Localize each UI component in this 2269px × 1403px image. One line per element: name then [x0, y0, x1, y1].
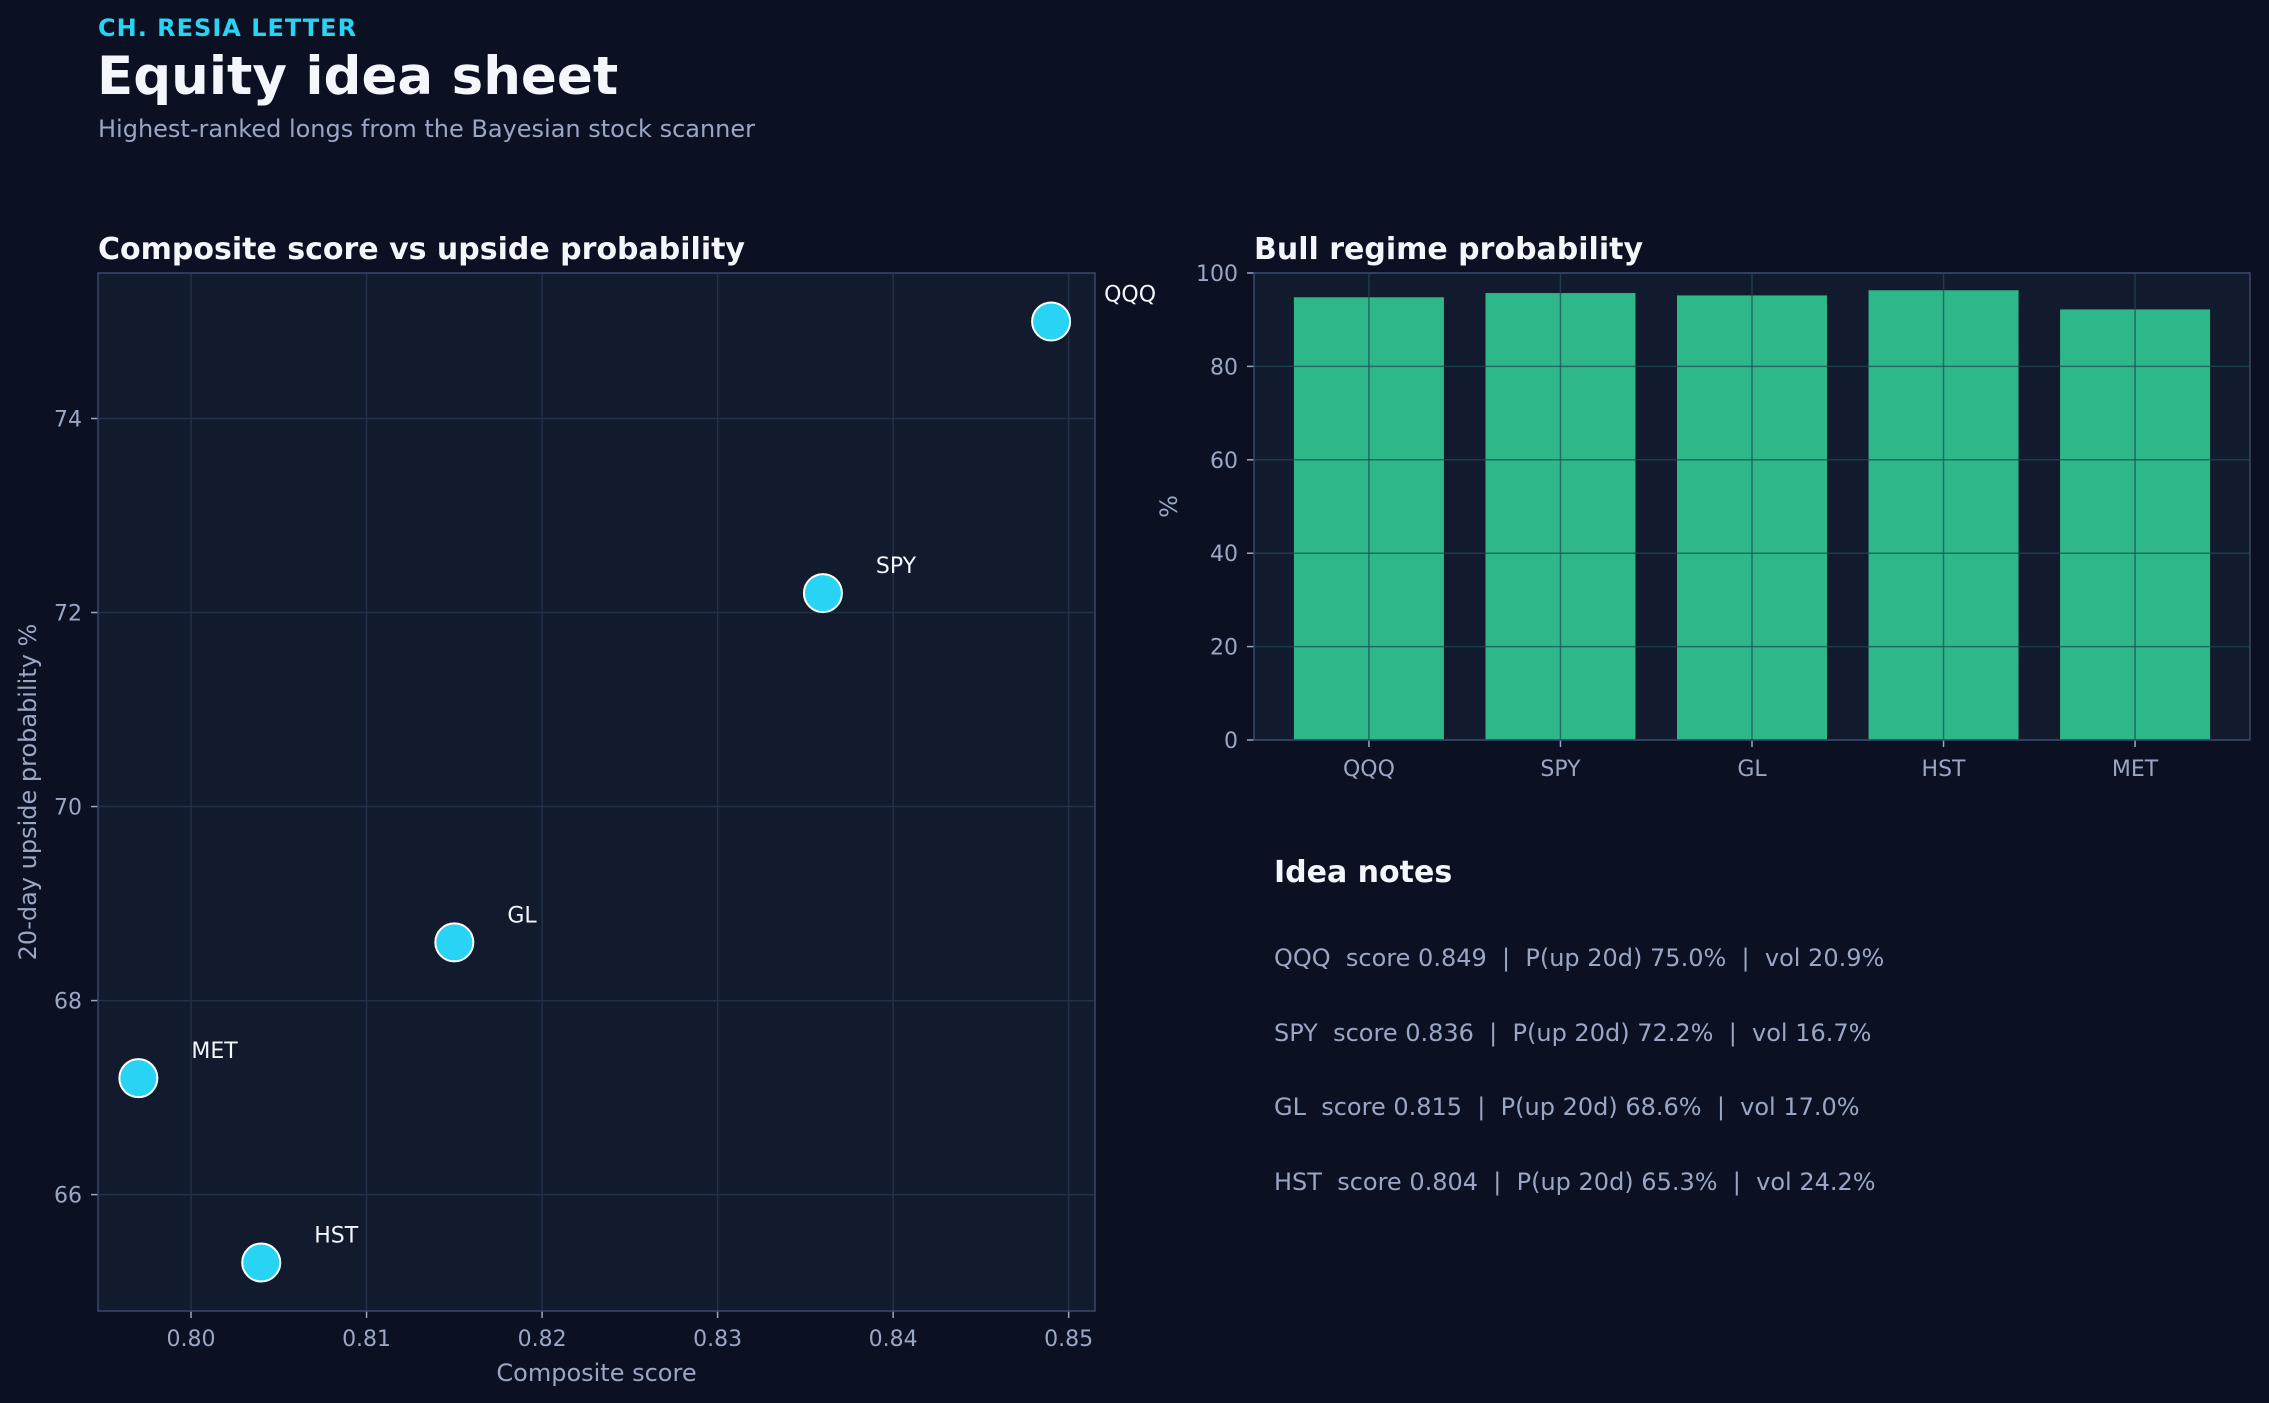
y-tick-label: 66 — [54, 1184, 82, 1209]
y-tick-label: 20 — [1210, 636, 1238, 661]
scatter-chart-title: Composite score vs upside probability — [98, 232, 745, 267]
idea-note-line: GL score 0.815 | P(up 20d) 68.6% | vol 1… — [1274, 1093, 1860, 1121]
point-label: GL — [507, 903, 537, 928]
y-axis-label: % — [1155, 495, 1183, 518]
scatter-point — [118, 1058, 159, 1099]
y-tick-label: 72 — [54, 602, 82, 627]
scatter-point — [241, 1242, 282, 1283]
section-kicker: CH. RESIA LETTER — [98, 14, 358, 42]
idea-note-line: SPY score 0.836 | P(up 20d) 72.2% | vol … — [1274, 1019, 1872, 1047]
scatter-plot-area — [98, 273, 1095, 1311]
point-label: SPY — [876, 554, 917, 579]
x-tick-label: QQQ — [1343, 757, 1395, 782]
y-axis-label: 20-day upside probability % — [14, 624, 42, 961]
idea-notes-title: Idea notes — [1274, 855, 1453, 890]
scatter-point — [434, 922, 475, 963]
idea-note-line: HST score 0.804 | P(up 20d) 65.3% | vol … — [1274, 1168, 1876, 1196]
point-label: MET — [191, 1039, 238, 1064]
y-tick-label: 80 — [1210, 355, 1238, 380]
bar-frame — [1253, 272, 2251, 741]
y-tick-label: 70 — [54, 796, 82, 821]
x-tick-label: 0.83 — [693, 1327, 742, 1352]
x-tick-label: 0.85 — [1044, 1327, 1093, 1352]
x-tick-label: 0.82 — [518, 1327, 567, 1352]
scatter-frame — [97, 272, 1096, 1312]
x-tick-label: 0.81 — [342, 1327, 391, 1352]
page-title: Equity idea sheet — [97, 46, 619, 107]
bar-chart-title: Bull regime probability — [1254, 232, 1644, 267]
x-tick-label: MET — [2112, 757, 2159, 782]
scatter-point — [802, 573, 843, 614]
y-tick-label: 100 — [1196, 262, 1238, 287]
x-tick-label: 0.84 — [869, 1327, 918, 1352]
y-tick-label: 68 — [54, 990, 82, 1015]
point-label: HST — [314, 1223, 359, 1248]
y-tick-label: 60 — [1210, 449, 1238, 474]
x-tick-label: 0.80 — [167, 1327, 216, 1352]
x-tick-label: HST — [1922, 757, 1967, 782]
point-label: QQQ — [1104, 283, 1156, 308]
y-tick-label: 0 — [1224, 729, 1238, 754]
x-tick-label: GL — [1737, 757, 1767, 782]
y-tick-label: 74 — [54, 408, 82, 433]
scatter-point — [1031, 301, 1072, 342]
y-tick-label: 40 — [1210, 542, 1238, 567]
idea-note-line: QQQ score 0.849 | P(up 20d) 75.0% | vol … — [1274, 944, 1885, 972]
page-subtitle: Highest-ranked longs from the Bayesian s… — [98, 115, 756, 143]
x-tick-label: SPY — [1540, 757, 1581, 782]
x-axis-label: Composite score — [496, 1359, 696, 1387]
